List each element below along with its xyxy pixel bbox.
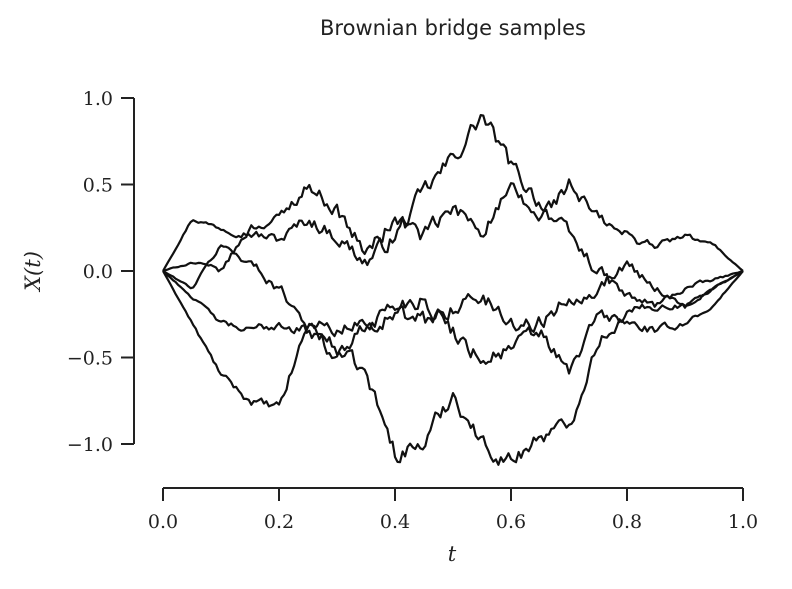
series-line-5 (162, 260, 744, 360)
y-tick-label: 0.5 (83, 175, 113, 197)
x-axis-label: t (448, 542, 457, 566)
x-tick-label: 0.0 (148, 511, 178, 533)
chart-title: Brownian bridge samples (320, 16, 586, 40)
x-tick-label: 0.4 (380, 511, 410, 533)
series-line-1 (162, 113, 744, 308)
y-tick-label: −1.0 (67, 434, 113, 456)
series-line-4 (162, 244, 744, 375)
x-tick-label: 0.2 (264, 511, 294, 533)
y-tick-label: 0.0 (83, 261, 113, 283)
x-tick-label: 0.8 (612, 511, 642, 533)
x-tick-label: 0.6 (496, 511, 526, 533)
y-tick-label: −0.5 (67, 348, 113, 370)
series-line-2 (162, 270, 744, 466)
x-tick-label: 1.0 (728, 511, 758, 533)
y-tick-label: 1.0 (83, 88, 113, 110)
y-axis-label: X(t) (21, 251, 45, 293)
series-line-3 (162, 178, 744, 273)
